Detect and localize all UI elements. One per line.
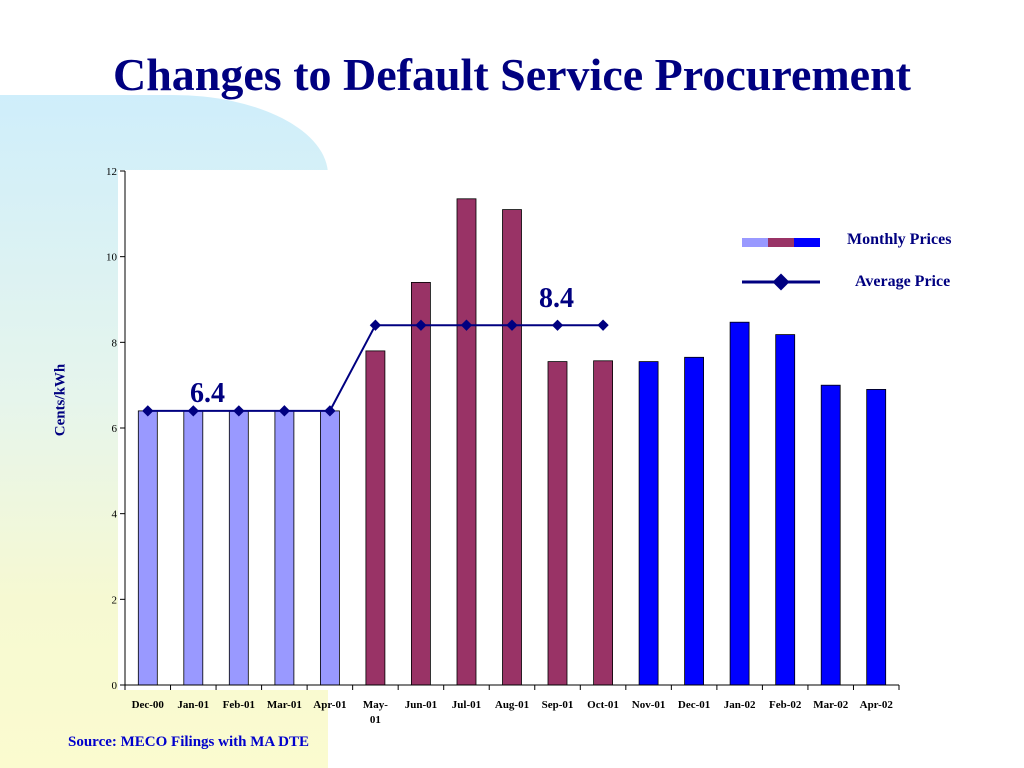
source-note: Source: MECO Filings with MA DTE <box>68 734 309 750</box>
average-price-marker <box>506 319 518 331</box>
y-tick-label: 4 <box>112 509 118 521</box>
legend-swatch-period1 <box>742 238 768 247</box>
bar-Apr-01 <box>319 410 340 686</box>
bar-Dec-00 <box>137 410 158 686</box>
bar-Apr-02 <box>866 388 887 686</box>
bar-Mar-01 <box>274 410 295 686</box>
x-tick-label: May-01 <box>363 699 388 726</box>
bar-Oct-01 <box>593 360 613 686</box>
legend-swatch-period2 <box>768 238 794 247</box>
bar-Mar-02 <box>820 384 841 686</box>
slide-title: Changes to Default Service Procurement <box>112 49 911 100</box>
bar-Sep-01 <box>547 361 568 686</box>
x-tick-label: Jan-01 <box>177 699 209 711</box>
bar-Nov-01 <box>638 361 659 686</box>
bar-Aug-01 <box>502 209 522 686</box>
y-tick-label: 8 <box>112 337 118 349</box>
bar-Feb-01 <box>228 410 249 686</box>
average-price-marker <box>415 319 427 331</box>
bar-Feb-02 <box>775 334 796 686</box>
x-tick-label: Mar-02 <box>813 699 849 711</box>
y-tick-label: 10 <box>106 252 118 264</box>
legend-monthly-label: Monthly Prices <box>847 231 952 248</box>
average-price-marker <box>369 319 382 331</box>
x-tick-label: Jun-01 <box>405 699 437 711</box>
y-tick-label: 6 <box>112 423 118 435</box>
average-price-marker <box>597 319 609 331</box>
bar-Jul-01 <box>456 198 477 686</box>
x-tick-label: Nov-01 <box>632 699 666 711</box>
x-tick-label: Dec-00 <box>132 699 165 711</box>
x-tick-label: Jul-01 <box>452 699 481 711</box>
y-tick-label: 12 <box>106 166 117 178</box>
callout-second-average: 8.4 <box>539 283 574 314</box>
average-price-marker <box>187 405 199 417</box>
average-price-marker <box>324 405 336 417</box>
legend-average-label: Average Price <box>855 273 951 290</box>
x-tick-label: Sep-01 <box>542 699 574 711</box>
y-tick-label: 0 <box>112 680 118 692</box>
x-tick-label: Feb-01 <box>223 699 255 711</box>
bar-Jan-01 <box>183 410 204 686</box>
bar-May-01 <box>365 350 386 686</box>
x-tick-label: Oct-01 <box>587 699 619 711</box>
x-tick-label: Jan-02 <box>724 699 756 711</box>
x-tick-label: Feb-02 <box>769 699 802 711</box>
bar-Jun-01 <box>410 281 431 686</box>
x-tick-label: Apr-01 <box>313 699 346 711</box>
x-tick-label: Aug-01 <box>495 699 529 711</box>
average-price-marker <box>233 405 245 417</box>
callout-first-average: 6.4 <box>190 378 225 409</box>
x-tick-label: Apr-02 <box>860 699 894 711</box>
legend-swatch-period3 <box>794 238 820 247</box>
legend-average-marker <box>772 273 790 291</box>
average-price-marker <box>142 405 154 417</box>
average-price-marker <box>278 405 291 417</box>
bar-Jan-02 <box>729 321 750 686</box>
y-tick-label: 2 <box>112 594 118 606</box>
x-tick-label: Dec-01 <box>678 699 710 711</box>
x-tick-label: Mar-01 <box>267 699 302 711</box>
y-axis-label: Cents/kWh <box>52 363 69 437</box>
bar-Dec-01 <box>684 356 704 686</box>
average-price-marker <box>551 319 564 331</box>
